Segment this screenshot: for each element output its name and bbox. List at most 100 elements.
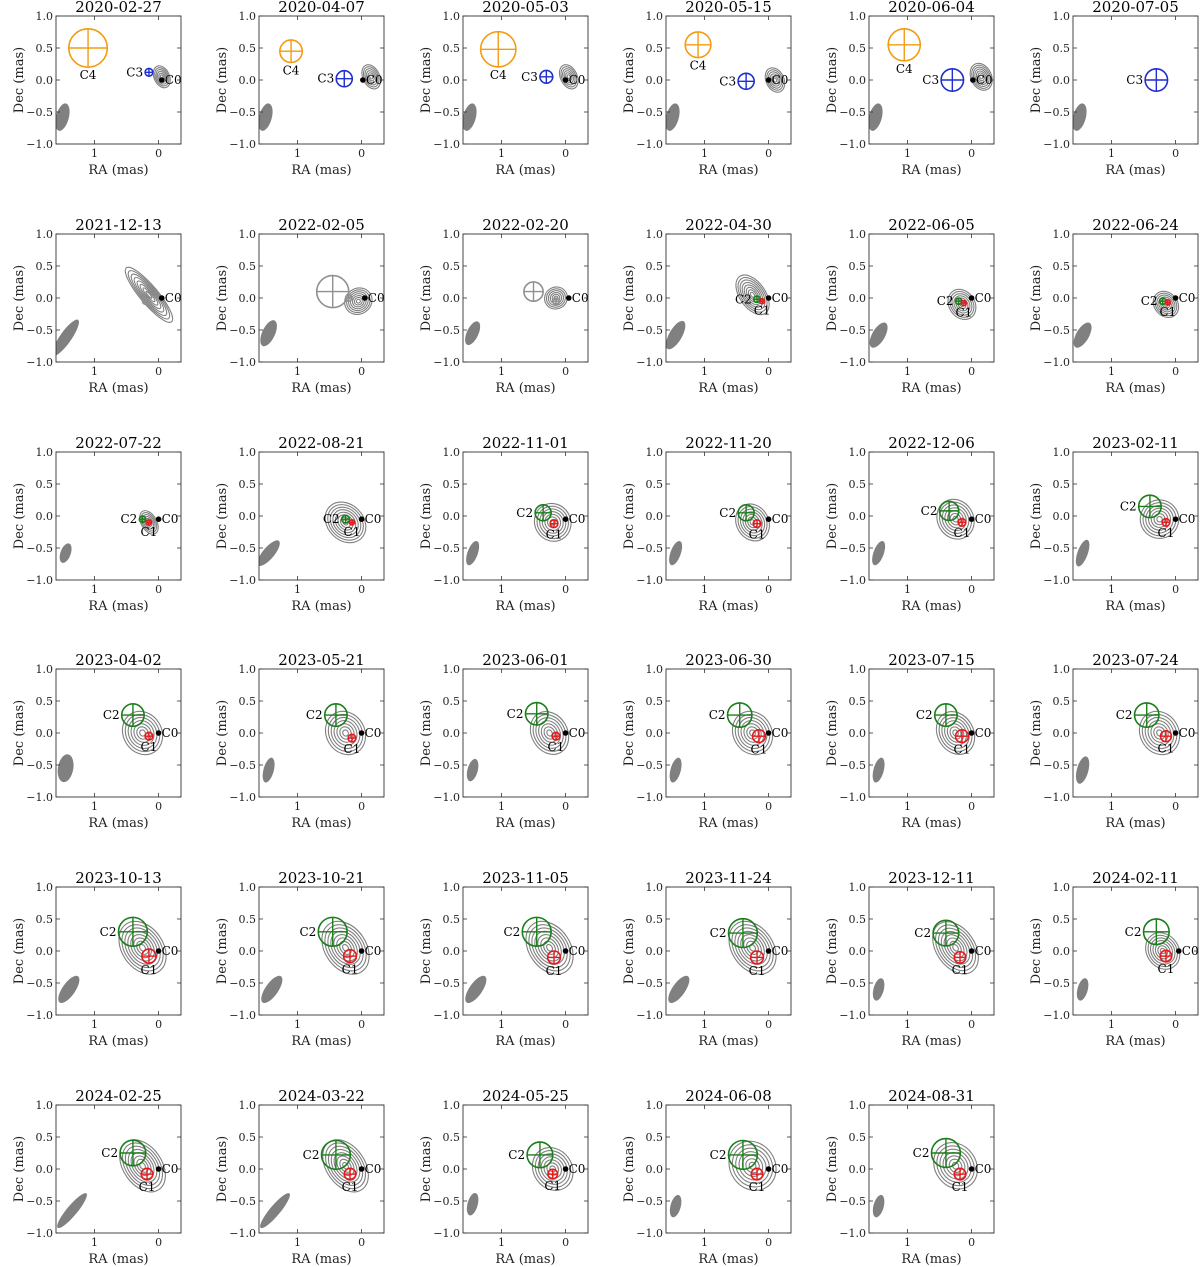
component-C2 bbox=[933, 703, 958, 728]
y-tick-label: −1.0 bbox=[433, 356, 460, 369]
component-unlabeled bbox=[141, 297, 150, 306]
panel-title: 2024-03-22 bbox=[278, 1087, 364, 1105]
y-tick-label: −1.0 bbox=[636, 1009, 663, 1022]
y-tick-label: 0.5 bbox=[849, 260, 867, 273]
contour-level bbox=[543, 1159, 563, 1179]
component-C0 bbox=[968, 948, 975, 954]
component-label: C4 bbox=[896, 62, 913, 76]
panel-title: 2023-10-21 bbox=[278, 869, 364, 887]
y-axis-label: Dec (mas) bbox=[1029, 265, 1044, 331]
component-C0 bbox=[360, 77, 366, 83]
x-axis-label: RA (mas) bbox=[901, 163, 961, 178]
component-label: C2 bbox=[299, 925, 316, 939]
x-tick-label: 0 bbox=[1172, 800, 1179, 813]
y-tick-label: −0.5 bbox=[229, 106, 256, 119]
y-tick-label: −1.0 bbox=[26, 1009, 53, 1022]
component-C4 bbox=[684, 31, 712, 59]
panel-2020-07-05: 2020-07-05 C3 1.0 0.5 0.0 −0.5 −1.0 1 0 RA (mas) D… bbox=[1029, 0, 1199, 178]
x-axis-label: RA (mas) bbox=[901, 381, 961, 396]
component-C0 bbox=[1175, 948, 1182, 954]
x-tick-label: 0 bbox=[358, 583, 365, 596]
component-C1 bbox=[953, 1167, 967, 1181]
y-axis-label: Dec (mas) bbox=[825, 483, 840, 549]
y-tick-label: 1.0 bbox=[239, 10, 257, 23]
y-tick-label: 0.0 bbox=[646, 74, 664, 87]
component-label: C1 bbox=[546, 964, 563, 978]
component-C2 bbox=[938, 500, 960, 522]
y-tick-label: 1.0 bbox=[239, 228, 257, 241]
beam-ellipse bbox=[1073, 103, 1087, 131]
y-tick-label: 0.5 bbox=[36, 913, 54, 926]
component-C0 bbox=[765, 730, 772, 736]
component-label: C1 bbox=[344, 742, 361, 756]
y-tick-label: 1.0 bbox=[443, 663, 461, 676]
x-tick-label: 1 bbox=[91, 583, 98, 596]
component-label: C1 bbox=[952, 963, 969, 977]
component-label: C0 bbox=[975, 1162, 992, 1176]
x-tick-label: 1 bbox=[904, 365, 911, 378]
y-tick-label: 0.0 bbox=[239, 727, 257, 740]
y-tick-label: 0.5 bbox=[646, 695, 664, 708]
y-tick-label: 0.0 bbox=[36, 510, 54, 523]
plot-area bbox=[56, 266, 174, 356]
x-axis-label: RA (mas) bbox=[88, 1252, 148, 1267]
component-label: C1 bbox=[1159, 305, 1176, 319]
x-tick-label: 0 bbox=[765, 1018, 772, 1031]
x-tick-label: 0 bbox=[562, 800, 569, 813]
x-tick-label: 0 bbox=[562, 1018, 569, 1031]
x-tick-label: 0 bbox=[1172, 147, 1179, 160]
component-C0 bbox=[562, 948, 569, 954]
y-tick-label: −1.0 bbox=[229, 791, 256, 804]
y-tick-label: −1.0 bbox=[433, 138, 460, 151]
panel-title: 2023-06-01 bbox=[482, 651, 568, 669]
panel-title: 2023-07-24 bbox=[1092, 651, 1178, 669]
y-tick-label: −1.0 bbox=[1043, 356, 1070, 369]
panel-2020-02-27: 2020-02-27 C0 C3 C4 1.0 0.5 0.0 −0.5 −1.0 1 0 RA (m… bbox=[12, 0, 182, 178]
y-tick-label: 0.0 bbox=[239, 945, 257, 958]
panel-title: 2024-06-08 bbox=[685, 1087, 771, 1105]
component-label: C2 bbox=[100, 925, 117, 939]
component-label: C1 bbox=[749, 528, 766, 542]
contour-level bbox=[941, 504, 970, 534]
x-tick-label: 0 bbox=[968, 1018, 975, 1031]
contour-level bbox=[342, 729, 349, 737]
component-C0 bbox=[358, 730, 365, 736]
x-tick-label: 1 bbox=[91, 1236, 98, 1249]
y-tick-label: −1.0 bbox=[636, 574, 663, 587]
x-tick-label: 0 bbox=[358, 365, 365, 378]
component-C3 bbox=[1144, 67, 1169, 93]
y-tick-label: 1.0 bbox=[239, 446, 257, 459]
component-label: C4 bbox=[490, 68, 507, 82]
x-tick-label: 1 bbox=[91, 1018, 98, 1031]
panel-title: 2021-12-13 bbox=[75, 216, 161, 234]
x-tick-label: 0 bbox=[765, 583, 772, 596]
component-C2 bbox=[340, 514, 351, 524]
beam-ellipse bbox=[1075, 756, 1090, 784]
component-label: C2 bbox=[1116, 708, 1133, 722]
contour-level bbox=[537, 1153, 568, 1185]
y-axis-label: Dec (mas) bbox=[12, 918, 27, 984]
plot-area bbox=[1073, 290, 1180, 348]
component-C3 bbox=[335, 69, 354, 88]
panel-2023-06-01: 2023-06-01 C0 C2 C1 1.0 0.5 0.0 −0.5 −1.0 1 0 RA (m… bbox=[419, 651, 589, 831]
y-tick-label: −1.0 bbox=[1043, 1009, 1070, 1022]
y-axis-label: Dec (mas) bbox=[215, 918, 230, 984]
y-tick-label: 0.5 bbox=[239, 260, 257, 273]
x-axis-label: RA (mas) bbox=[495, 163, 555, 178]
beam-ellipse bbox=[262, 757, 275, 783]
y-tick-label: 0.0 bbox=[646, 1163, 664, 1176]
plot-area bbox=[59, 510, 162, 563]
contour-level bbox=[737, 506, 768, 539]
y-axis-label: Dec (mas) bbox=[12, 265, 27, 331]
panel-2023-05-21: 2023-05-21 C0 C2 C1 1.0 0.5 0.0 −0.5 −1.0 1 0 RA (m… bbox=[215, 651, 385, 831]
component-C2 bbox=[117, 916, 149, 948]
component-label: C1 bbox=[548, 740, 565, 754]
component-label: C0 bbox=[368, 291, 385, 305]
x-axis-label: RA (mas) bbox=[495, 381, 555, 396]
x-tick-label: 1 bbox=[91, 147, 98, 160]
x-tick-label: 1 bbox=[701, 365, 708, 378]
x-tick-label: 1 bbox=[91, 800, 98, 813]
component-C1 bbox=[953, 950, 967, 964]
y-axis-label: Dec (mas) bbox=[825, 1136, 840, 1202]
plot-area bbox=[872, 498, 975, 566]
